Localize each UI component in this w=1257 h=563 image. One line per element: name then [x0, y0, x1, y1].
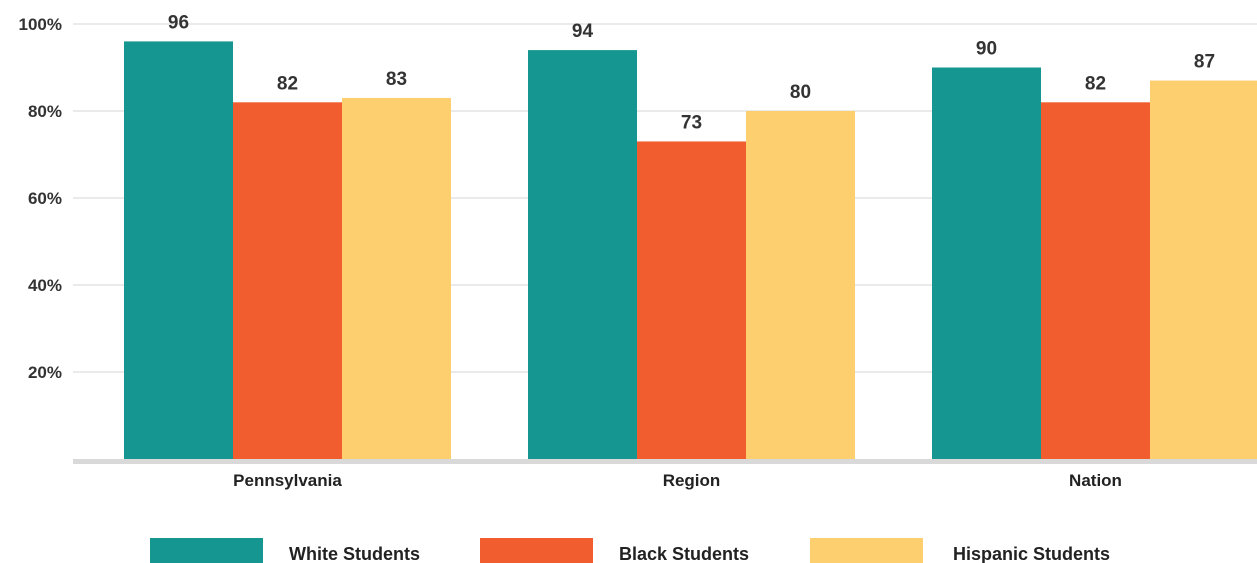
y-tick-label: 20% [28, 363, 62, 382]
bar [746, 111, 855, 459]
legend-swatch [810, 538, 923, 563]
data-label: 90 [976, 39, 997, 60]
x-category-label: Pennsylvania [233, 471, 342, 490]
data-label: 96 [168, 12, 189, 33]
data-label: 73 [681, 112, 702, 133]
legend-label: Hispanic Students [953, 544, 1110, 563]
y-axis-ticks: 20% 40% 60% 80% 100% [19, 15, 62, 382]
y-tick-label: 80% [28, 102, 62, 121]
bar [342, 97, 451, 459]
data-label: 83 [386, 69, 407, 90]
bar [1041, 102, 1150, 460]
bar [233, 102, 342, 460]
data-label: 82 [277, 73, 298, 94]
legend: White Students Black Students Hispanic Stu… [150, 538, 1110, 563]
x-axis-baseline [73, 459, 1257, 464]
data-label: 94 [572, 21, 594, 42]
y-tick-label: 100% [19, 15, 62, 34]
legend-label: White Students [289, 544, 420, 563]
legend-label: Black Students [619, 544, 749, 563]
x-category-label: Region [663, 471, 721, 490]
bar [528, 50, 637, 459]
bar [932, 67, 1041, 459]
data-label: 80 [790, 82, 811, 103]
bars [124, 41, 1257, 460]
legend-swatch [480, 538, 593, 563]
data-label: 82 [1085, 73, 1106, 94]
x-category-label: Nation [1069, 471, 1122, 490]
bar [124, 41, 233, 460]
bar [637, 141, 746, 459]
data-labels: 96 82 83 94 73 80 90 82 87 [168, 12, 1215, 133]
y-tick-label: 40% [28, 276, 62, 295]
bar [1150, 80, 1257, 460]
legend-swatch [150, 538, 263, 563]
y-tick-label: 60% [28, 189, 62, 208]
data-label: 87 [1194, 52, 1215, 73]
x-axis-categories: Pennsylvania Region Nation [233, 471, 1122, 490]
